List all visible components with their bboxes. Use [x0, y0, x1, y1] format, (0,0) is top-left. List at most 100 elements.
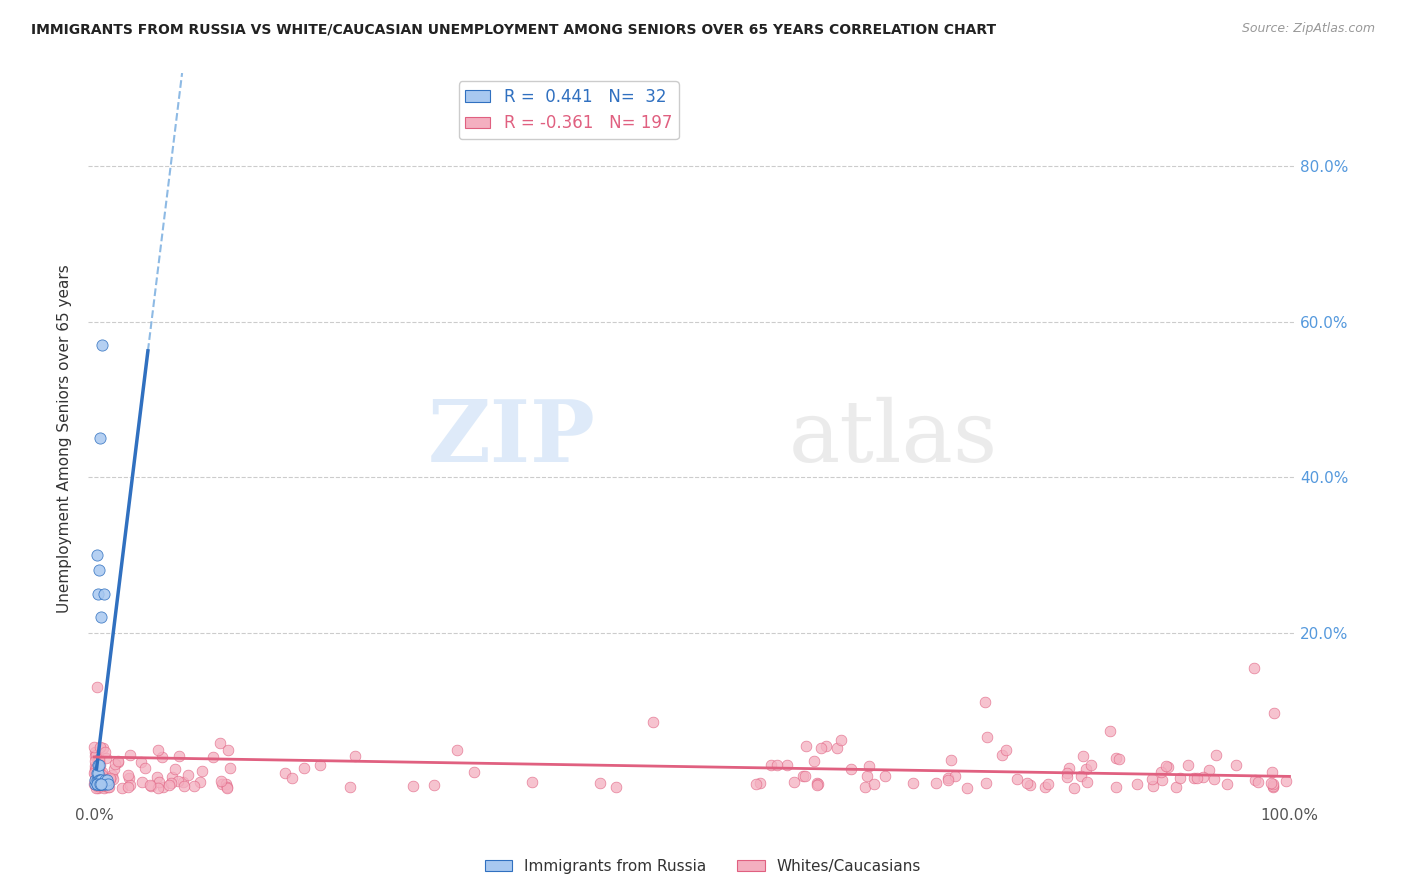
Point [84, 761, 107, 775]
Point [202, 750, 225, 764]
Point [107, 754, 129, 768]
Point [792, 769, 814, 783]
Point [89, 777, 111, 791]
Point [146, 743, 169, 757]
Point [86, 770, 108, 784]
Point [1018, 778, 1040, 792]
Point [89, 758, 111, 772]
Point [86, 780, 108, 795]
Point [120, 748, 142, 763]
Point [84, 773, 107, 788]
Point [1069, 769, 1091, 783]
Point [1263, 780, 1285, 794]
Point [87, 754, 110, 768]
Point [93, 779, 115, 793]
Point [131, 775, 153, 789]
Point [1191, 770, 1213, 784]
Point [86, 765, 108, 780]
Point [901, 776, 924, 790]
Text: IMMIGRANTS FROM RUSSIA VS WHITE/CAUCASIAN UNEMPLOYMENT AMONG SENIORS OVER 65 YEA: IMMIGRANTS FROM RUSSIA VS WHITE/CAUCASIA… [31, 22, 995, 37]
Point [815, 739, 838, 753]
Point [1035, 780, 1057, 794]
Point [1198, 763, 1220, 777]
Point [943, 769, 966, 783]
Point [1247, 775, 1270, 789]
Point [117, 780, 139, 795]
Point [605, 780, 627, 794]
Point [89, 773, 111, 788]
Point [1056, 766, 1078, 780]
Point [215, 780, 238, 795]
Point [84, 758, 107, 772]
Point [165, 762, 187, 776]
Point [183, 779, 205, 793]
Point [98, 780, 121, 795]
Point [172, 774, 194, 789]
Point [117, 768, 139, 782]
Point [1142, 779, 1164, 793]
Point [87, 775, 110, 789]
Point [87, 777, 110, 791]
Point [84, 776, 107, 790]
Point [83, 745, 105, 759]
Point [90, 610, 112, 624]
Point [91, 777, 114, 791]
Point [146, 780, 169, 795]
Point [215, 780, 238, 795]
Point [643, 714, 665, 729]
Point [853, 780, 876, 794]
Point [1225, 758, 1247, 772]
Point [84, 764, 107, 778]
Point [1216, 777, 1239, 791]
Point [446, 742, 468, 756]
Point [1071, 748, 1094, 763]
Point [86, 778, 108, 792]
Point [925, 776, 948, 790]
Point [863, 777, 886, 791]
Point [274, 766, 297, 780]
Point [1260, 765, 1282, 780]
Text: Source: ZipAtlas.com: Source: ZipAtlas.com [1241, 22, 1375, 36]
Point [1105, 780, 1128, 795]
Point [1098, 723, 1121, 738]
Point [803, 754, 825, 768]
Point [118, 772, 141, 786]
Point [794, 769, 817, 783]
Point [111, 780, 134, 795]
Point [94, 745, 117, 759]
Point [807, 777, 830, 791]
Point [974, 695, 997, 709]
Point [209, 773, 232, 788]
Point [89, 740, 111, 755]
Legend: Immigrants from Russia, Whites/Caucasians: Immigrants from Russia, Whites/Caucasian… [478, 853, 928, 880]
Point [1005, 772, 1028, 786]
Point [89, 763, 111, 777]
Point [89, 431, 111, 445]
Point [86, 548, 108, 562]
Point [1038, 777, 1060, 791]
Point [1182, 771, 1205, 785]
Point [86, 680, 108, 694]
Point [173, 780, 195, 794]
Point [96, 773, 118, 788]
Point [839, 763, 862, 777]
Point [84, 749, 107, 764]
Point [188, 775, 211, 789]
Point [83, 777, 105, 791]
Point [86, 773, 108, 788]
Point [520, 774, 543, 789]
Point [1140, 772, 1163, 787]
Point [84, 780, 107, 795]
Point [87, 757, 110, 772]
Point [83, 767, 105, 781]
Point [89, 777, 111, 791]
Point [103, 762, 125, 776]
Point [83, 772, 105, 787]
Point [86, 777, 108, 791]
Point [87, 760, 110, 774]
Point [157, 778, 180, 792]
Point [217, 743, 239, 757]
Point [1275, 773, 1298, 788]
Point [94, 777, 117, 791]
Point [94, 773, 117, 788]
